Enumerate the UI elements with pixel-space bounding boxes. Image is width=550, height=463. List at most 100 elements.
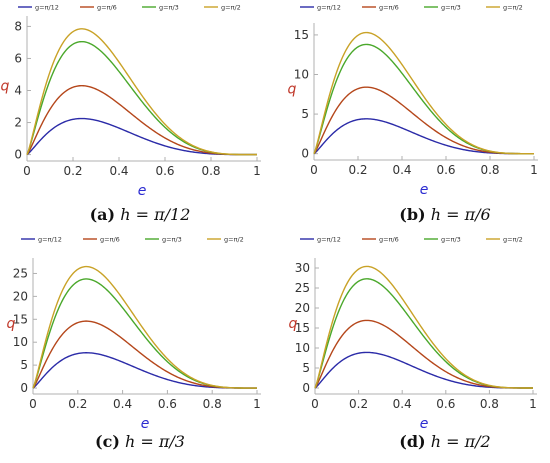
legend-label: g=π/3 [441, 3, 461, 11]
y-axis-label: q [289, 316, 298, 332]
y-tick-label: 4 [14, 84, 22, 98]
x-tick-label: 0 [310, 163, 318, 177]
series-line-1 [26, 117, 257, 156]
series-line-4 [313, 31, 534, 155]
chart-panel-b: g=π/12 g=π/6 g=π/3 g=π/2 0 0.2 0.4 0.6 0.8 1 0 5 10 1… [275, 0, 550, 232]
legend-label: g=π/12 [317, 235, 341, 243]
legend-label: g=π/6 [100, 235, 120, 243]
x-tick-label: 0.4 [109, 164, 128, 178]
legend-label: g=π/6 [379, 235, 399, 243]
y-tick-label: 5 [301, 107, 309, 121]
caption-math: h = π/3 [125, 432, 185, 451]
x-tick-label: 0.4 [392, 163, 411, 177]
caption-tag: (b) [399, 205, 426, 224]
y-axis-label: q [288, 82, 297, 98]
y-tick-label: 30 [295, 261, 310, 275]
caption-c: (c) h = π/3 [60, 432, 220, 451]
x-axis-label: e [138, 183, 147, 199]
y-tick-label: 2 [14, 116, 22, 130]
x-tick-label: 0 [29, 397, 37, 411]
legend-label: g=π/2 [221, 3, 241, 11]
caption-tag: (d) [399, 432, 426, 451]
x-tick-label: 0.4 [393, 397, 412, 411]
series-line-4 [32, 265, 257, 389]
chart-panel-d: g=π/12 g=π/6 g=π/3 g=π/2 0 0.2 0.4 0.6 0.8 1 0 5 10 1… [275, 232, 550, 463]
x-tick-label: 0.8 [201, 164, 220, 178]
x-tick-label: 0.2 [349, 397, 368, 411]
caption-b: (b) h = π/6 [335, 205, 550, 224]
x-tick-label: 0.6 [436, 163, 455, 177]
legend: g=π/12 g=π/6 g=π/3 g=π/2 [18, 3, 241, 11]
x-tick-label: 1 [530, 163, 538, 177]
y-axis-label: q [7, 316, 16, 332]
legend-label: g=π/12 [35, 3, 59, 11]
y-tick-label: 0 [301, 147, 309, 161]
series-line-1 [313, 118, 534, 155]
y-tick-label: 10 [295, 341, 310, 355]
chart-d: g=π/12 g=π/6 g=π/3 g=π/20 0.2 0.4 0.6 0.8 105101… [289, 235, 537, 432]
y-tick-label: 0 [302, 381, 310, 395]
legend-label: g=π/2 [503, 235, 523, 243]
chart-panel-c: g=π/12 g=π/6 g=π/3 g=π/2 0 0.2 0.4 0.6 0.8 1 0 5 10 1… [0, 232, 275, 463]
y-tick-label: 20 [295, 301, 310, 315]
chart-c: g=π/12 g=π/6 g=π/3 g=π/20 0.2 0.4 0.6 0.8 105101… [7, 235, 261, 432]
legend-label: g=π/3 [159, 3, 179, 11]
y-axis-label: q [1, 79, 10, 95]
legend: g=π/12 g=π/6 g=π/3 g=π/2 [21, 235, 244, 243]
x-tick-label: 1 [529, 397, 537, 411]
x-tick-label: 0.8 [480, 397, 499, 411]
legend-label: g=π/6 [97, 3, 117, 11]
x-axis-label: e [420, 182, 429, 198]
caption-math: h = π/2 [430, 432, 491, 451]
y-tick-label: 15 [13, 312, 28, 326]
x-tick-label: 0 [23, 164, 31, 178]
x-tick-label: 0.2 [63, 164, 82, 178]
y-tick-label: 5 [302, 361, 310, 375]
series-line-4 [314, 265, 533, 389]
series-line-1 [32, 352, 257, 389]
y-tick-label: 8 [14, 19, 22, 33]
x-tick-label: 1 [253, 397, 261, 411]
y-tick-label: 25 [295, 281, 310, 295]
legend-label: g=π/3 [162, 235, 182, 243]
legend-label: g=π/2 [503, 3, 523, 11]
caption-tag: (a) [89, 205, 116, 224]
legend-label: g=π/3 [441, 235, 461, 243]
caption-d: (d) h = π/2 [335, 432, 550, 451]
y-tick-label: 6 [14, 51, 22, 65]
y-tick-label: 0 [14, 148, 22, 162]
x-tick-label: 1 [253, 164, 261, 178]
caption-math: h = π/12 [120, 205, 191, 224]
y-tick-label: 10 [13, 335, 28, 349]
legend: g=π/12 g=π/6 g=π/3 g=π/2 [300, 235, 523, 243]
legend-label: g=π/12 [317, 3, 341, 11]
x-tick-label: 0.6 [436, 397, 455, 411]
legend: g=π/12 g=π/6 g=π/3 g=π/2 [300, 3, 523, 11]
x-tick-label: 0.6 [158, 397, 177, 411]
chart-b: g=π/12 g=π/6 g=π/3 g=π/20 0.2 0.4 0.6 0.8 105101… [288, 3, 538, 198]
chart-a: g=π/12 g=π/6 g=π/3 g=π/2 0 0.2 0.4 0.6 0.8 1 0 2 4 6 8… [1, 3, 261, 199]
y-tick-label: 0 [20, 381, 28, 395]
caption-tag: (c) [95, 432, 120, 451]
caption-a: (a) h = π/12 [60, 205, 220, 224]
legend-label: g=π/12 [38, 235, 62, 243]
y-tick-label: 25 [13, 266, 28, 280]
y-tick-label: 15 [295, 321, 310, 335]
x-tick-label: 0.6 [155, 164, 174, 178]
legend-label: g=π/6 [379, 3, 399, 11]
x-tick-label: 0 [311, 397, 319, 411]
x-tick-label: 0.4 [113, 397, 132, 411]
x-tick-label: 0.8 [480, 163, 499, 177]
legend-label: g=π/2 [224, 235, 244, 243]
y-tick-label: 5 [20, 358, 28, 372]
x-tick-label: 0.8 [203, 397, 222, 411]
series-line-4 [26, 28, 257, 156]
x-axis-label: e [141, 416, 150, 432]
x-axis-label: e [420, 416, 429, 432]
series-line-1 [314, 351, 533, 389]
y-tick-label: 10 [294, 68, 309, 82]
x-tick-label: 0.2 [68, 397, 87, 411]
x-tick-label: 0.2 [348, 163, 367, 177]
chart-panel-a: g=π/12 g=π/6 g=π/3 g=π/2 0 0.2 0.4 0.6 0.8 1 0 2 4 6 8… [0, 0, 275, 232]
y-tick-label: 20 [13, 289, 28, 303]
